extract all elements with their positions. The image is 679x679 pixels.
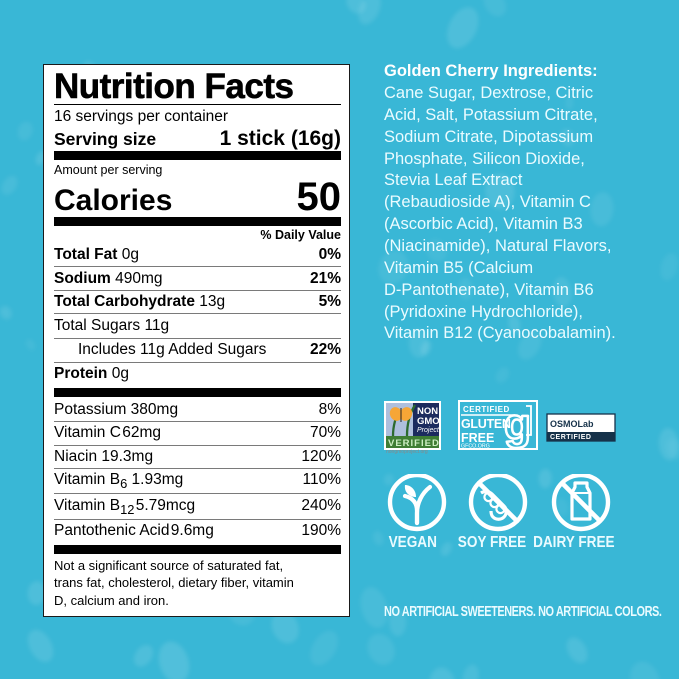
svg-text:VEGAN: VEGAN: [389, 534, 437, 551]
svg-text:CERTIFIED: CERTIFIED: [550, 434, 591, 441]
svg-text:CERTIFIED: CERTIFIED: [463, 405, 510, 414]
svg-text:nongmoproject.org: nongmoproject.org: [386, 449, 428, 455]
svg-text:OSMOLab: OSMOLab: [550, 419, 594, 429]
svg-text:SOY FREE: SOY FREE: [458, 534, 527, 551]
svg-text:g: g: [504, 400, 531, 449]
svg-text:DAIRY FREE: DAIRY FREE: [533, 534, 615, 551]
svg-text:GFCO.ORG: GFCO.ORG: [461, 444, 490, 450]
svg-text:GMO: GMO: [417, 416, 440, 427]
svg-text:VERIFIED: VERIFIED: [388, 438, 440, 449]
svg-text:Project: Project: [417, 427, 440, 434]
